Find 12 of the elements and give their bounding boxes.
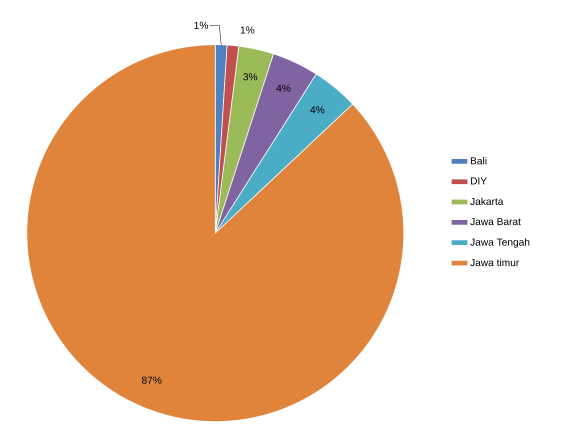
- legend-label: DIY: [470, 178, 487, 185]
- legend-label: Jawa Tengah: [470, 238, 530, 248]
- data-label: 1%: [194, 22, 208, 30]
- data-label: 87%: [142, 376, 162, 384]
- legend-label: Jawa Barat: [470, 218, 521, 226]
- legend-label: Bali: [470, 157, 486, 165]
- data-label: 3%: [243, 73, 258, 81]
- data-label: 1%: [240, 26, 254, 34]
- data-label: 4%: [276, 84, 290, 92]
- data-label: 4%: [310, 106, 324, 114]
- legend-label: Jawa timur: [470, 258, 520, 266]
- legend-label: Jakarta: [470, 198, 504, 206]
